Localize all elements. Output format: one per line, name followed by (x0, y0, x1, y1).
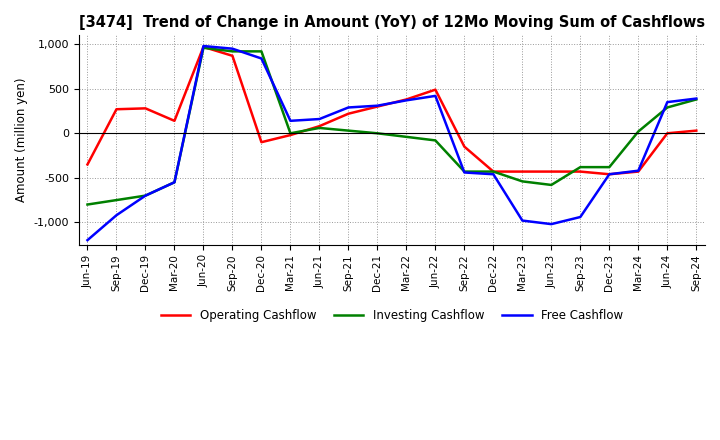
Investing Cashflow (373, 131, 382, 136)
Free Cashflow (489, 172, 498, 177)
Free Cashflow (576, 214, 585, 220)
Investing Cashflow (199, 45, 208, 51)
Operating Cashflow (228, 53, 237, 59)
Operating Cashflow (518, 169, 526, 174)
Title: [3474]  Trend of Change in Amount (YoY) of 12Mo Moving Sum of Cashflows: [3474] Trend of Change in Amount (YoY) o… (78, 15, 705, 30)
Investing Cashflow (460, 169, 469, 174)
Investing Cashflow (286, 131, 294, 136)
Investing Cashflow (576, 165, 585, 170)
Operating Cashflow (344, 111, 353, 116)
Free Cashflow (431, 93, 440, 99)
Operating Cashflow (402, 97, 410, 102)
Free Cashflow (402, 98, 410, 103)
Investing Cashflow (692, 97, 701, 102)
Free Cashflow (286, 118, 294, 124)
Operating Cashflow (605, 172, 613, 177)
Operating Cashflow (692, 128, 701, 133)
Investing Cashflow (141, 193, 150, 198)
Y-axis label: Amount (million yen): Amount (million yen) (15, 78, 28, 202)
Free Cashflow (605, 172, 613, 177)
Investing Cashflow (518, 179, 526, 184)
Investing Cashflow (547, 182, 556, 187)
Free Cashflow (112, 213, 121, 218)
Investing Cashflow (228, 49, 237, 54)
Free Cashflow (547, 221, 556, 227)
Investing Cashflow (489, 169, 498, 174)
Free Cashflow (141, 193, 150, 198)
Operating Cashflow (257, 139, 266, 145)
Operating Cashflow (112, 106, 121, 112)
Legend: Operating Cashflow, Investing Cashflow, Free Cashflow: Operating Cashflow, Investing Cashflow, … (156, 304, 628, 326)
Operating Cashflow (634, 169, 643, 174)
Investing Cashflow (431, 138, 440, 143)
Operating Cashflow (431, 87, 440, 92)
Operating Cashflow (489, 169, 498, 174)
Investing Cashflow (344, 128, 353, 133)
Free Cashflow (692, 96, 701, 101)
Free Cashflow (460, 170, 469, 175)
Free Cashflow (634, 168, 643, 173)
Free Cashflow (83, 238, 91, 243)
Investing Cashflow (112, 198, 121, 203)
Operating Cashflow (663, 131, 672, 136)
Operating Cashflow (141, 106, 150, 111)
Line: Free Cashflow: Free Cashflow (87, 46, 696, 240)
Investing Cashflow (257, 49, 266, 54)
Free Cashflow (228, 46, 237, 51)
Operating Cashflow (460, 144, 469, 149)
Operating Cashflow (83, 162, 91, 167)
Operating Cashflow (170, 118, 179, 124)
Investing Cashflow (170, 180, 179, 185)
Investing Cashflow (83, 202, 91, 207)
Investing Cashflow (605, 165, 613, 170)
Free Cashflow (344, 105, 353, 110)
Operating Cashflow (286, 132, 294, 138)
Free Cashflow (518, 218, 526, 223)
Operating Cashflow (315, 124, 324, 129)
Investing Cashflow (634, 129, 643, 134)
Free Cashflow (257, 56, 266, 61)
Investing Cashflow (663, 105, 672, 110)
Investing Cashflow (315, 125, 324, 131)
Free Cashflow (373, 103, 382, 108)
Line: Investing Cashflow: Investing Cashflow (87, 48, 696, 205)
Investing Cashflow (402, 134, 410, 139)
Line: Operating Cashflow: Operating Cashflow (87, 47, 696, 174)
Operating Cashflow (199, 44, 208, 50)
Operating Cashflow (576, 169, 585, 174)
Free Cashflow (315, 117, 324, 122)
Free Cashflow (170, 180, 179, 185)
Operating Cashflow (373, 104, 382, 109)
Free Cashflow (663, 99, 672, 105)
Operating Cashflow (547, 169, 556, 174)
Free Cashflow (199, 44, 208, 49)
